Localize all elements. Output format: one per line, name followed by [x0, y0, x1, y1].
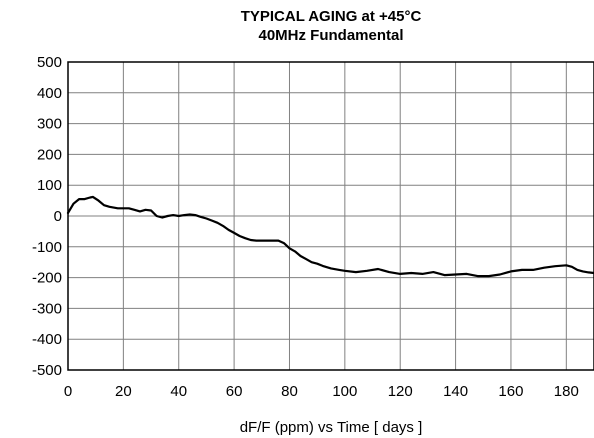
- x-axis-ticks: 0 20 40 60 80 100 120 140 160 180: [64, 383, 579, 400]
- x-tick-label: 0: [64, 383, 72, 400]
- y-tick-label: 100: [37, 177, 62, 194]
- x-tick-label: 40: [170, 383, 187, 400]
- x-tick-label: 180: [554, 383, 579, 400]
- y-tick-label: -400: [32, 331, 62, 348]
- x-tick-label: 120: [388, 383, 413, 400]
- y-tick-label: -500: [32, 362, 62, 379]
- plot-frame: [67, 61, 594, 371]
- x-tick-label: 80: [281, 383, 298, 400]
- grid: [68, 61, 594, 371]
- x-tick-label: 100: [332, 383, 357, 400]
- aging-series-line: [66, 195, 594, 278]
- chart-title: TYPICAL AGING at +45°C: [241, 8, 422, 25]
- x-tick-label: 140: [443, 383, 468, 400]
- x-axis-label: dF/F (ppm) vs Time [ days ]: [240, 419, 423, 436]
- y-tick-label: 400: [37, 85, 62, 102]
- x-tick-label: 160: [498, 383, 523, 400]
- chart-subtitle: 40MHz Fundamental: [258, 27, 403, 44]
- y-tick-label: -300: [32, 300, 62, 317]
- y-tick-label: -200: [32, 270, 62, 287]
- y-tick-label: 300: [37, 116, 62, 133]
- y-axis-ticks: 500 400 300 200 100 0 -100 -200 -300 -400 -500: [32, 54, 62, 379]
- y-tick-label: -100: [32, 239, 62, 256]
- y-tick-label: 0: [54, 208, 62, 225]
- x-tick-label: 20: [115, 383, 132, 400]
- x-tick-label: 60: [226, 383, 243, 400]
- y-tick-label: 500: [37, 54, 62, 71]
- y-tick-label: 200: [37, 146, 62, 163]
